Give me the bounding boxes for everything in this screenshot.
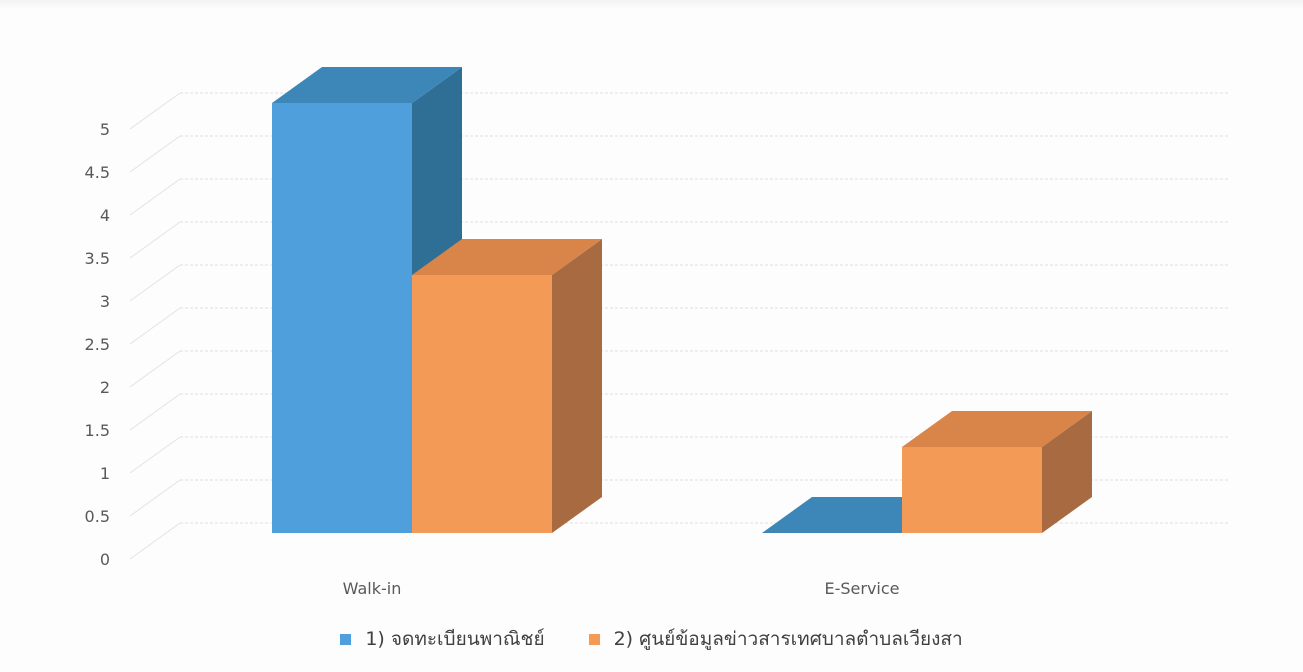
gridline-depth [129, 135, 181, 173]
y-tick-label: 5 [100, 120, 110, 139]
gridline-depth [129, 264, 181, 302]
y-tick-label: 4.5 [85, 163, 110, 182]
bar-side [1042, 411, 1092, 533]
gridline-depth [129, 178, 181, 216]
y-tick-label: 0.5 [85, 507, 110, 526]
bar-top [412, 239, 602, 275]
bar-top [272, 67, 462, 103]
bar-chart-3d: 0 0.5 1 1.5 2 2.5 3 3.5 4 4.5 5 Walk-in E-Service [85, 67, 1230, 598]
x-category-label: E-Service [824, 579, 899, 598]
bar-side [552, 239, 602, 533]
gridline-depth [129, 479, 181, 517]
legend-label-series-1: 1) จดทะเบียนพาณิชย์ [365, 628, 545, 650]
y-tick-label: 0 [100, 550, 110, 569]
bar-front [412, 275, 552, 533]
scan-edge [0, 0, 1303, 10]
legend-item-series-1: 1) จดทะเบียนพาณิชย์ [340, 624, 545, 654]
y-tick-label: 3.5 [85, 249, 110, 268]
gridline-depth [129, 350, 181, 388]
y-tick-label: 3 [100, 292, 110, 311]
legend: 1) จดทะเบียนพาณิชย์ 2) ศูนย์ข้อมูลข่าวสา… [0, 624, 1303, 654]
bar-eservice-series-2 [902, 411, 1092, 533]
y-tick-label: 1 [100, 464, 110, 483]
x-category-label: Walk-in [343, 579, 402, 598]
gridline-depth [129, 307, 181, 345]
legend-label-series-2: 2) ศูนย์ข้อมูลข่าวสารเทศบาลตำบลเวียงสา [613, 628, 963, 650]
gridline-depth [129, 436, 181, 474]
y-tick-label: 2.5 [85, 335, 110, 354]
y-tick-label: 4 [100, 206, 110, 225]
gridline-depth [129, 393, 181, 431]
y-tick-label: 1.5 [85, 421, 110, 440]
gridline-depth [129, 522, 181, 560]
gridline-depth [129, 92, 181, 130]
bar-walkin-series-2 [412, 239, 602, 533]
y-tick-label: 2 [100, 378, 110, 397]
gridline-depth [129, 221, 181, 259]
bar-front [902, 447, 1042, 533]
bar-front [272, 103, 412, 533]
legend-item-series-2: 2) ศูนย์ข้อมูลข่าวสารเทศบาลตำบลเวียงสา [588, 624, 963, 654]
legend-swatch-series-2 [588, 633, 600, 645]
bar-top [902, 411, 1092, 447]
legend-swatch-series-1 [340, 633, 352, 645]
